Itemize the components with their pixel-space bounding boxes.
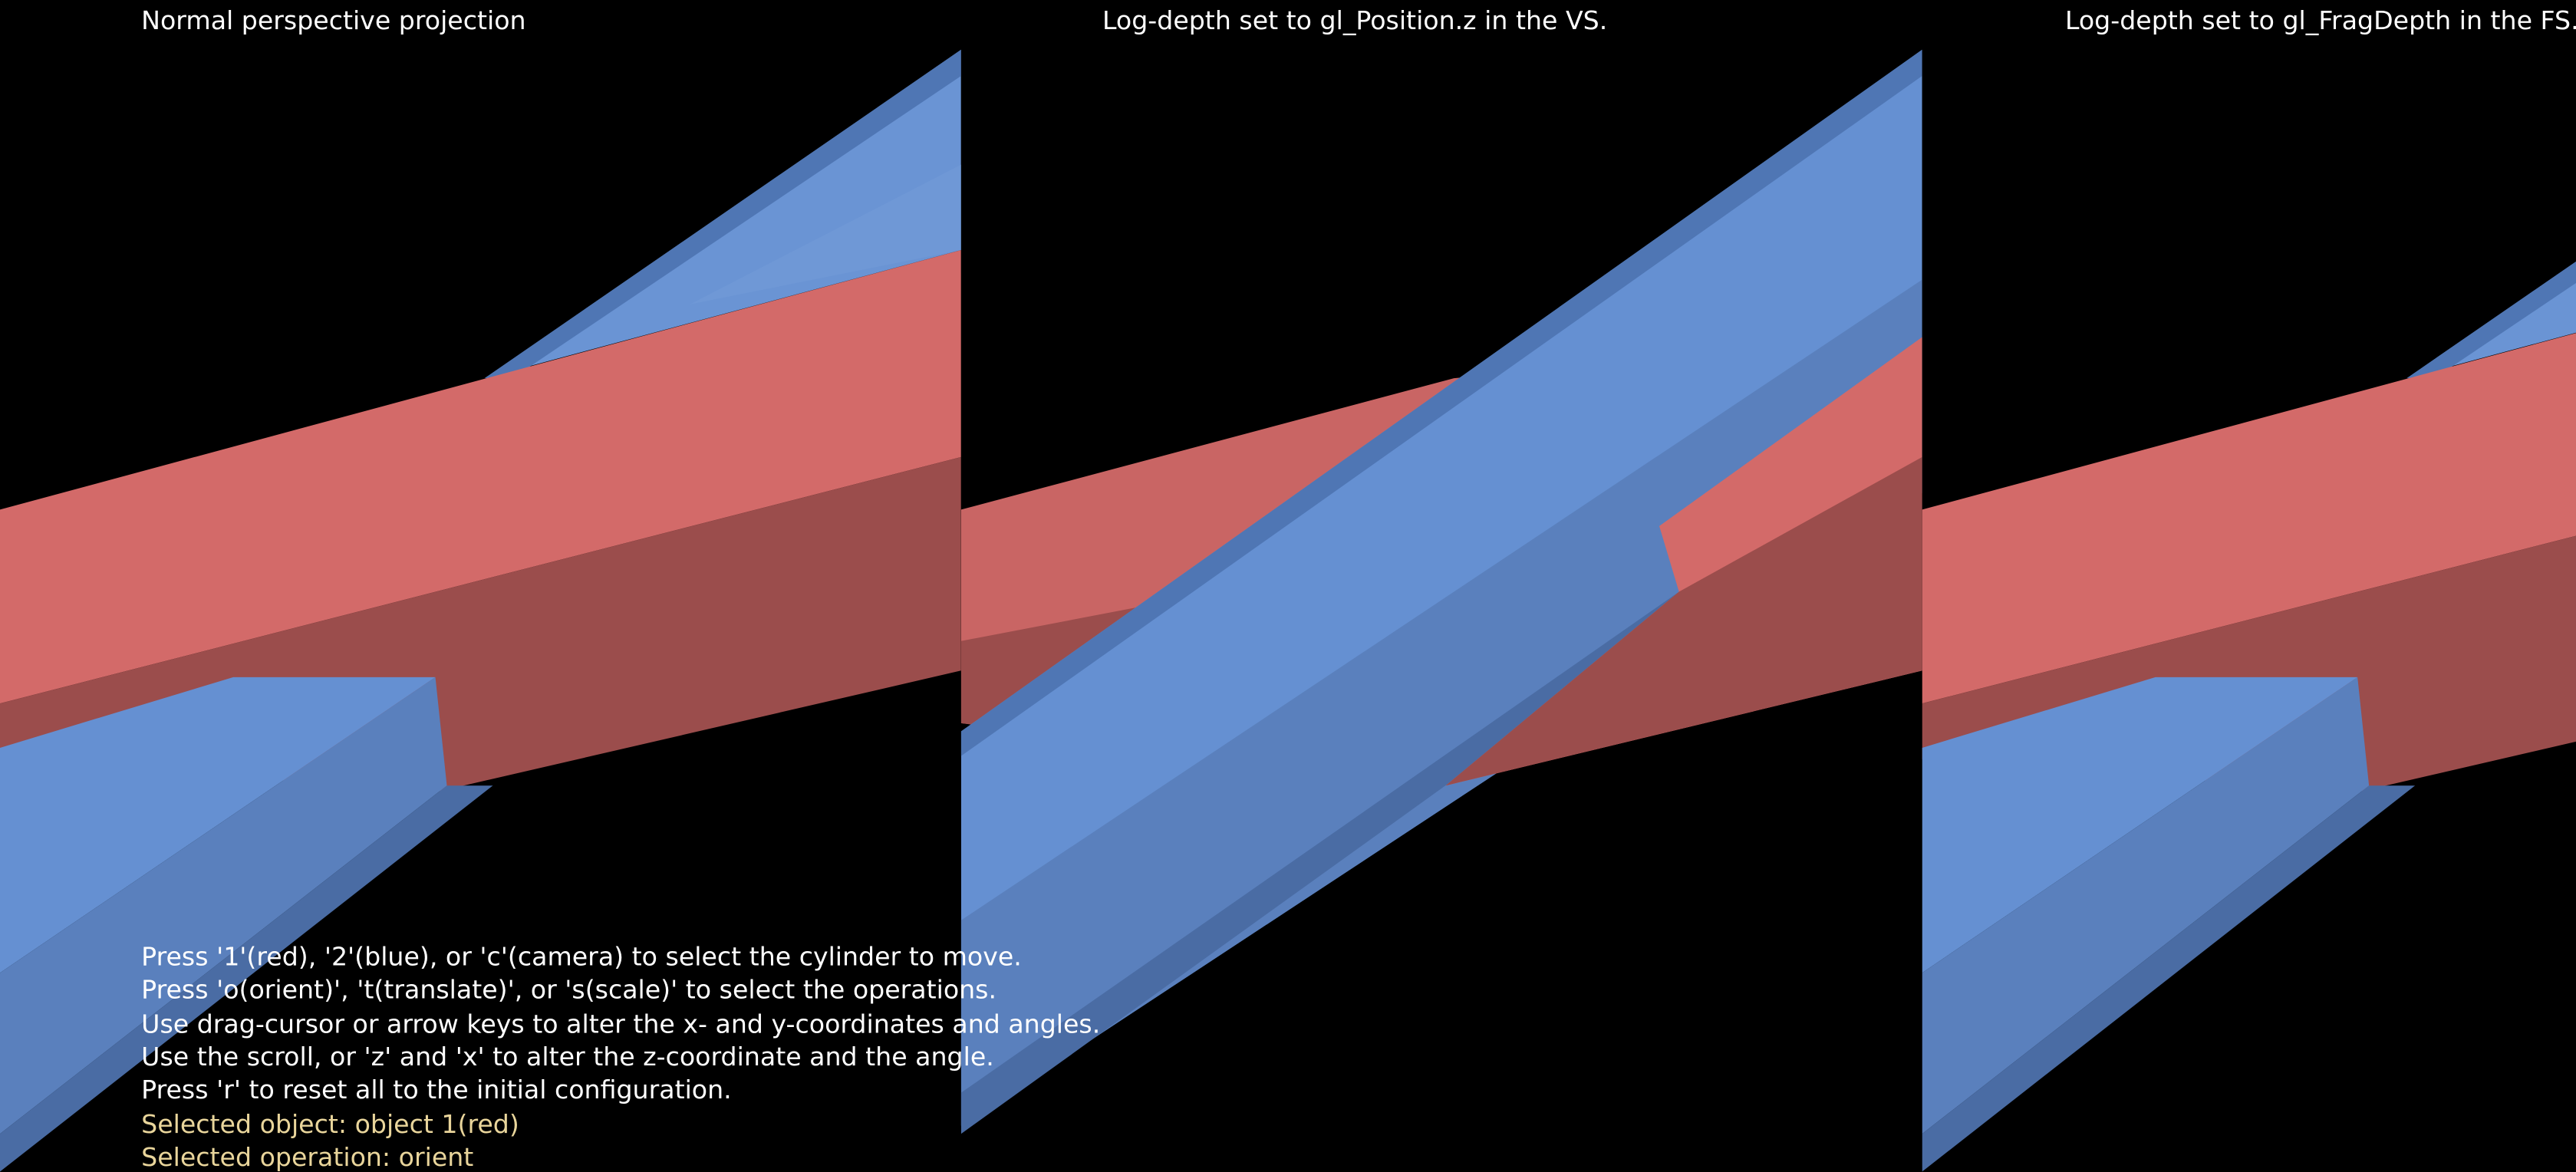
instruction: Use the scroll, or 'z' and 'x' to alter … [141, 1042, 994, 1072]
panel-title: Log-depth set to gl_FragDepth in the FS. [2065, 5, 2576, 35]
status-operation: Selected operation: orient [141, 1142, 473, 1172]
status-object: Selected object: object 1(red) [141, 1109, 519, 1139]
instruction: Press 'r' to reset all to the initial co… [141, 1075, 732, 1105]
instruction: Use drag-cursor or arrow keys to alter t… [141, 1009, 1100, 1039]
panel-title: Log-depth set to gl_Position.z in the VS… [1102, 5, 1607, 35]
instruction: Press 'o(orient)', 't(translate)', or 's… [141, 974, 996, 1004]
viewport-vs [960, 49, 1922, 1134]
panel-title: Normal perspective projection [141, 5, 525, 35]
instruction: Press '1'(red), '2'(blue), or 'c'(camera… [141, 942, 1022, 972]
